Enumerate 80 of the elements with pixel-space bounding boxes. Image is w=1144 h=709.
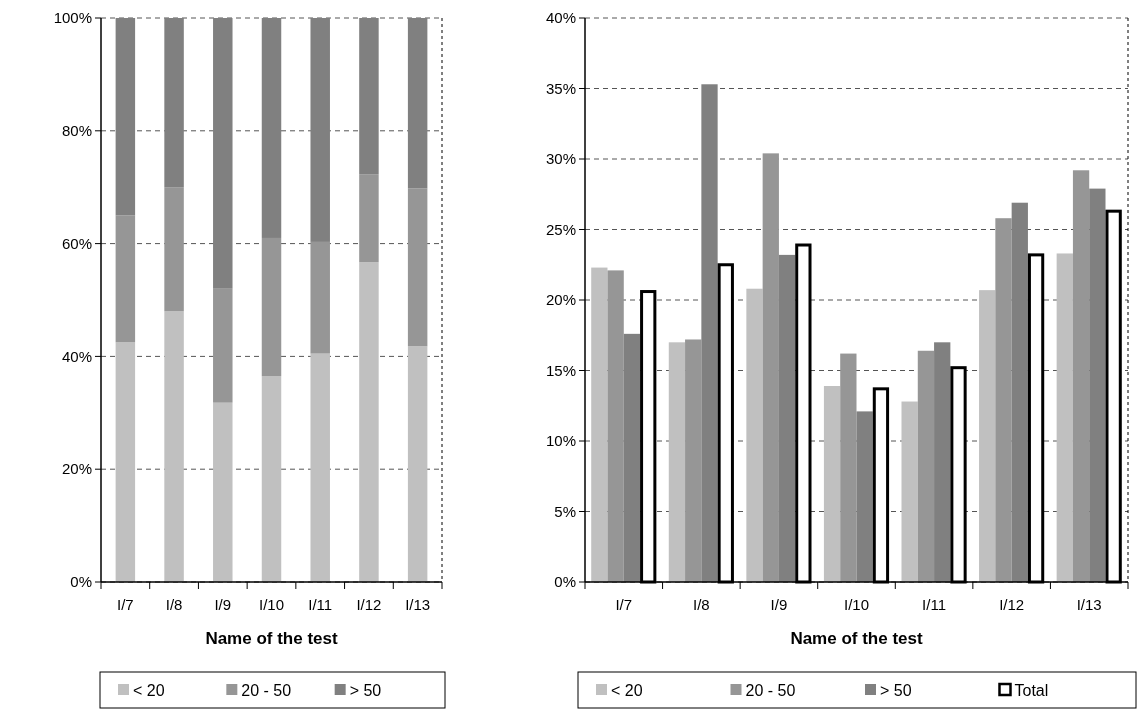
- bar: [623, 333, 641, 582]
- bar: [778, 254, 796, 582]
- bar: [213, 402, 233, 582]
- bar: [901, 401, 918, 582]
- x-tick-label: I/13: [1076, 596, 1102, 613]
- bar: [746, 288, 763, 582]
- bar: [261, 237, 282, 377]
- bar: [164, 311, 184, 582]
- bar: [685, 339, 702, 582]
- bar: [934, 342, 951, 582]
- bar: [701, 84, 718, 582]
- bar: [359, 262, 379, 582]
- bar: [115, 342, 136, 582]
- bar: [1056, 253, 1073, 582]
- bar: [591, 267, 608, 582]
- x-tick-label: I/8: [165, 596, 183, 613]
- x-tick-label: I/12: [356, 596, 382, 613]
- y-tick-label: 40%: [61, 347, 92, 365]
- bar: [261, 376, 282, 582]
- x-tick-label: I/9: [770, 596, 788, 613]
- bar: [164, 187, 184, 312]
- bar: [310, 18, 330, 242]
- x-tick-label: I/10: [843, 596, 870, 613]
- x-tick-label: I/7: [117, 596, 134, 613]
- bar: [115, 215, 136, 343]
- x-tick-label: I/9: [214, 596, 232, 613]
- legend-label: Total: [1014, 681, 1049, 699]
- y-tick-label: 20%: [545, 291, 576, 309]
- legend-label: 20 - 50: [745, 681, 796, 699]
- bar: [668, 342, 686, 582]
- bar: [1072, 170, 1090, 582]
- y-tick-label: 100%: [53, 9, 92, 27]
- x-tick-label: I/8: [693, 596, 710, 613]
- legend-label: < 20: [133, 681, 165, 699]
- bar: [164, 18, 184, 188]
- x-tick-label: I/11: [308, 596, 333, 613]
- legend-label: < 20: [611, 681, 643, 699]
- bar: [762, 153, 779, 582]
- bar: [407, 346, 428, 582]
- bar: [856, 411, 873, 582]
- bar: [840, 353, 857, 582]
- bar: [407, 188, 428, 347]
- x-tick-label: I/12: [999, 596, 1025, 613]
- y-tick-label: 0%: [70, 573, 92, 591]
- y-tick-label: 35%: [545, 79, 576, 97]
- y-tick-label: 20%: [61, 460, 92, 478]
- y-tick-label: 30%: [545, 150, 576, 168]
- x-axis-title: Name of the test: [790, 629, 923, 648]
- x-tick-label: I/11: [922, 596, 947, 613]
- y-tick-label: 10%: [545, 432, 576, 450]
- y-tick-label: 0%: [554, 573, 576, 591]
- y-tick-label: 60%: [61, 234, 92, 252]
- bar: [917, 350, 935, 582]
- bar: [979, 290, 996, 582]
- bar: [261, 18, 282, 238]
- bar: [1011, 202, 1028, 582]
- y-tick-label: 5%: [554, 502, 576, 520]
- bar: [995, 218, 1012, 582]
- y-tick-label: 40%: [545, 9, 576, 27]
- legend-label: > 50: [880, 681, 912, 699]
- bar: [607, 270, 624, 582]
- bar: [115, 18, 136, 216]
- y-tick-label: 15%: [545, 361, 576, 379]
- bar: [310, 241, 330, 354]
- bar: [359, 18, 379, 175]
- x-tick-label: I/7: [615, 596, 633, 613]
- legend-label: 20 - 50: [241, 681, 292, 699]
- x-tick-label: I/13: [405, 596, 431, 613]
- bar: [359, 174, 379, 263]
- y-tick-label: 80%: [61, 122, 92, 140]
- x-tick-label: I/10: [258, 596, 285, 613]
- bar: [823, 386, 841, 582]
- legend-label: > 50: [349, 681, 382, 699]
- y-tick-label: 25%: [545, 220, 576, 238]
- x-axis-title: Name of the test: [205, 629, 338, 648]
- bar: [310, 353, 330, 582]
- bar: [407, 18, 428, 189]
- bar: [213, 18, 233, 289]
- bar: [1089, 188, 1106, 582]
- bar: [213, 288, 233, 403]
